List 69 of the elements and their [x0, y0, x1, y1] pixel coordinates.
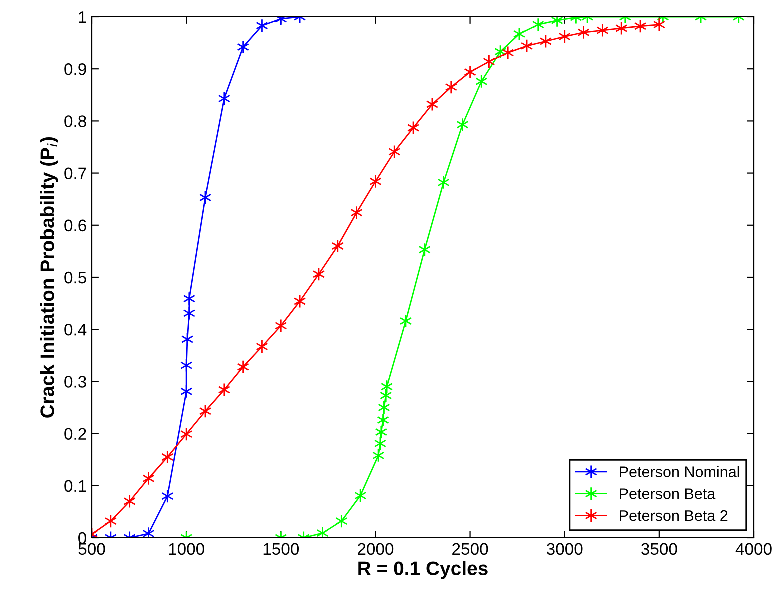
- point: [380, 380, 394, 394]
- point: [375, 425, 388, 440]
- point: [558, 30, 571, 44]
- point: [464, 65, 476, 80]
- y-tick-label: 0.3: [64, 376, 86, 388]
- x-axis-title: R = 0.1 Cycles: [358, 561, 488, 580]
- point: [354, 488, 367, 503]
- point: [374, 436, 387, 451]
- x-tick-label: 1500: [264, 543, 300, 556]
- y-tick-label: 0.6: [64, 220, 86, 232]
- y-axis-title: Crack Initiation Probability (P$_{i}$): [40, 137, 58, 418]
- x-tick-label: 4000: [736, 543, 772, 556]
- point: [162, 489, 174, 504]
- point: [180, 358, 193, 372]
- point: [380, 388, 392, 403]
- point: [378, 400, 390, 415]
- point: [483, 54, 496, 69]
- point: [418, 242, 431, 257]
- point: [532, 18, 544, 32]
- point: [124, 494, 136, 508]
- point: [445, 80, 458, 94]
- y-tick-label: 0.1: [64, 480, 86, 492]
- x-tick-label: 2500: [452, 543, 488, 556]
- point: [377, 413, 390, 428]
- point: [336, 514, 348, 528]
- point: [332, 239, 344, 254]
- point: [388, 144, 401, 159]
- x-tick-label: 2000: [358, 543, 394, 556]
- y-tick-label: 0.2: [64, 428, 86, 440]
- point: [456, 118, 469, 132]
- point: [104, 514, 118, 528]
- point: [162, 450, 174, 464]
- y-tick-label: 0.5: [64, 272, 86, 284]
- point: [370, 174, 382, 189]
- x-tick-label: 500: [78, 543, 106, 556]
- point: [237, 40, 250, 54]
- point: [183, 306, 196, 320]
- y-tick-label: 0.4: [64, 324, 87, 336]
- legend-label: Peterson Beta 2: [620, 510, 728, 522]
- y-tick-label: 0.7: [64, 168, 86, 180]
- point: [540, 34, 552, 48]
- point: [615, 22, 628, 36]
- point: [578, 26, 590, 40]
- point: [438, 176, 450, 190]
- point: [256, 340, 268, 354]
- point: [218, 92, 231, 106]
- point: [180, 384, 193, 399]
- legend-label: Peterson Beta: [620, 488, 716, 500]
- point: [596, 24, 609, 38]
- legend-label: Peterson Nominal: [620, 466, 740, 478]
- point: [237, 360, 250, 374]
- point: [142, 472, 155, 486]
- point: [350, 206, 363, 220]
- x-tick-label: 1000: [169, 543, 204, 556]
- point: [653, 18, 666, 32]
- point: [180, 427, 193, 442]
- point: [218, 383, 231, 397]
- point: [316, 526, 329, 538]
- y-tick-label: 1: [79, 12, 86, 24]
- x-tick-label: 3000: [546, 543, 583, 556]
- point: [183, 292, 196, 306]
- point: [275, 319, 288, 333]
- y-tick-label: 0.8: [64, 116, 86, 128]
- y-tick-label: 0.9: [64, 64, 86, 76]
- point: [256, 18, 268, 33]
- point: [294, 294, 306, 308]
- point: [502, 46, 514, 60]
- x-tick-label: 3500: [642, 543, 678, 556]
- point: [476, 74, 488, 89]
